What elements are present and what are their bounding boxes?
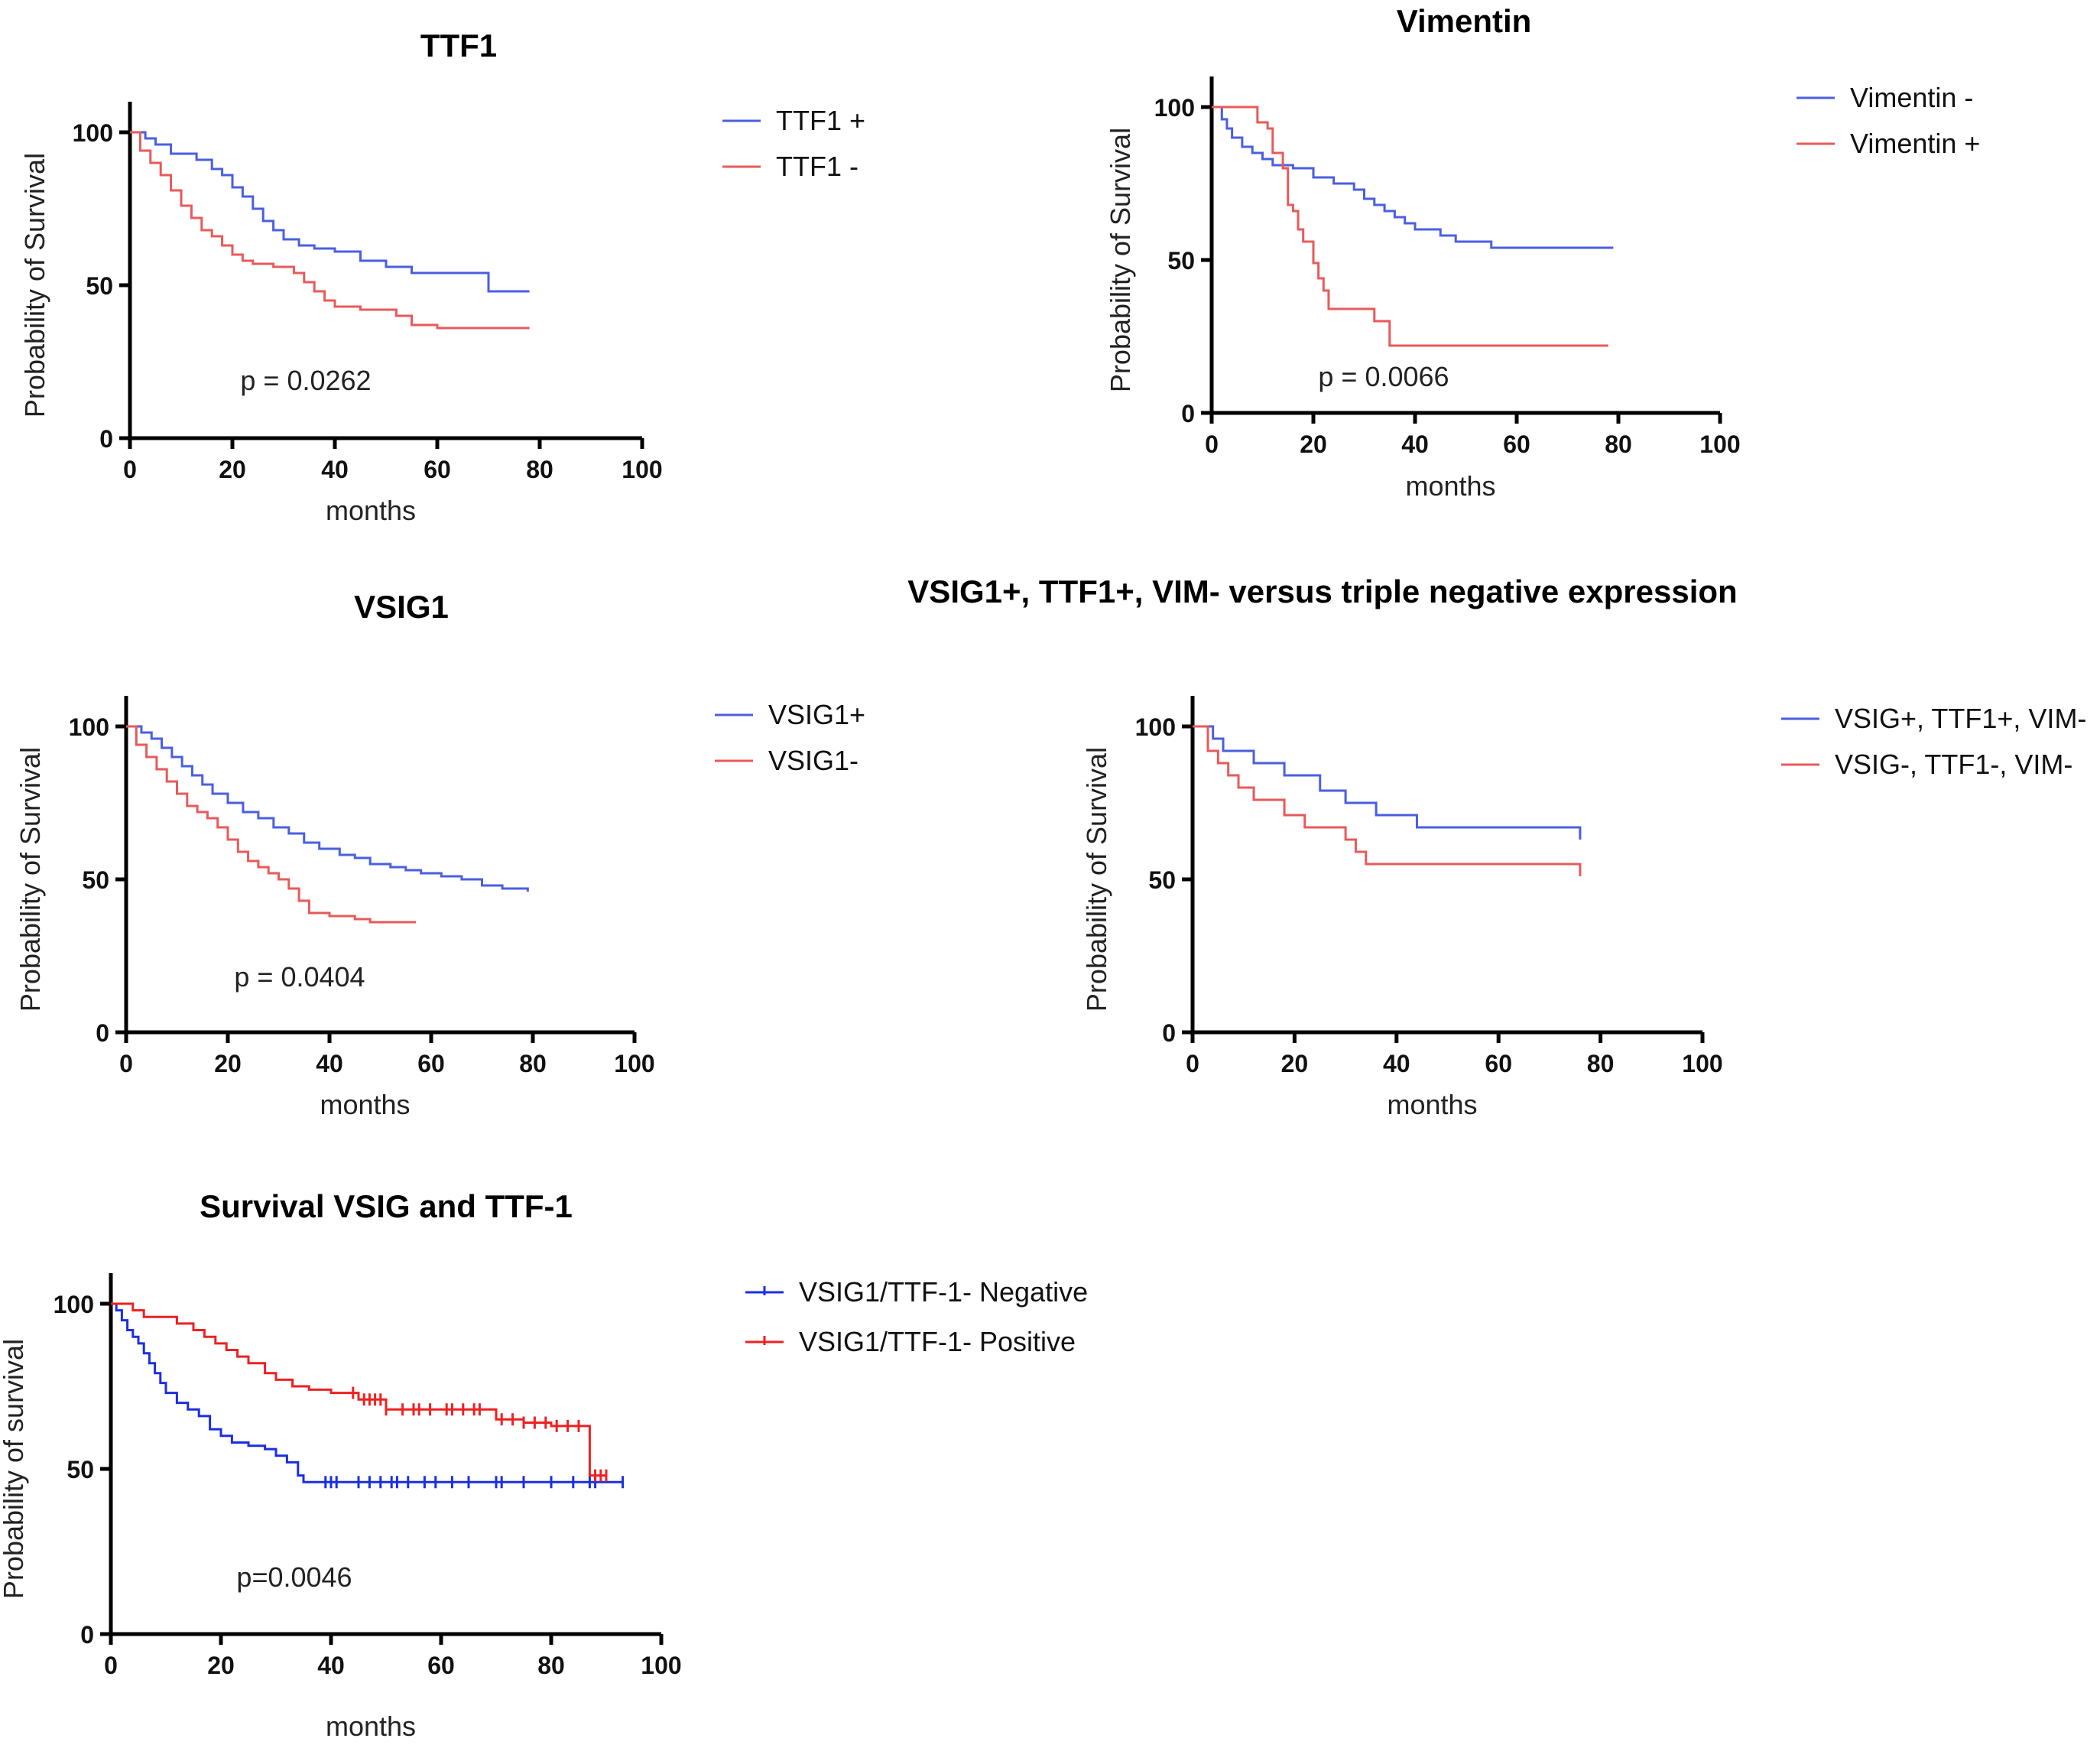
y-axis-label: Probability of Survival <box>19 153 50 418</box>
x-tick-label: 40 <box>316 1050 343 1077</box>
series-line-a <box>126 725 529 892</box>
series-line-b <box>1193 725 1582 876</box>
chart-ttf1: TTF1 0 20 40 60 80 100 0 50 100 months Probability … <box>19 28 865 526</box>
x-tick-label: 0 <box>119 1050 133 1077</box>
chart-title: VSIG1 <box>354 589 449 625</box>
legend-label: Vimentin - <box>1850 82 1973 113</box>
x-tick-label: 40 <box>321 456 349 483</box>
x-tick-label: 100 <box>1682 1050 1722 1077</box>
chart-vsig-ttf1: Survival VSIG and TTF-1 0 20 40 60 80 100 0 50 10… <box>0 1188 1088 1742</box>
y-tick-label: 50 <box>86 272 113 300</box>
x-tick-label: 0 <box>104 1652 118 1679</box>
series-line-a <box>1212 106 1614 249</box>
x-tick-label: 100 <box>622 456 662 483</box>
x-tick-label: 60 <box>424 456 451 483</box>
chart-vsig1: VSIG1 0 20 40 60 80 100 0 50 100 months Probability… <box>15 589 865 1120</box>
x-tick-label: 100 <box>641 1652 681 1679</box>
legend-label: TTF1 - <box>776 151 859 182</box>
x-axis-label: months <box>326 1711 416 1742</box>
series-line-a <box>1193 725 1582 840</box>
x-tick-label: 20 <box>1281 1050 1309 1077</box>
series-line-b <box>1212 106 1608 347</box>
legend-label: Vimentin + <box>1850 128 1980 159</box>
chart-vimentin: Vimentin 0 20 40 60 80 100 0 50 100 months Probabil… <box>1105 3 1980 502</box>
y-tick-label: 100 <box>1154 94 1195 122</box>
x-tick-label: 0 <box>1205 431 1219 458</box>
series-line-b <box>126 725 417 924</box>
y-axis-label: Probability of Survival <box>1105 128 1136 392</box>
series-line-a <box>130 131 530 293</box>
x-tick-label: 20 <box>214 1050 242 1077</box>
y-tick-label: 0 <box>1162 1019 1176 1047</box>
y-tick-label: 0 <box>1181 400 1195 427</box>
legend-label: VSIG1- <box>768 745 859 776</box>
y-axis-label: Probability of Survival <box>1081 747 1112 1012</box>
x-tick-label: 60 <box>427 1652 455 1679</box>
x-tick-label: 80 <box>519 1050 547 1077</box>
x-tick-label: 80 <box>1605 431 1632 458</box>
legend-label: VSIG1+ <box>768 699 865 730</box>
y-tick-label: 50 <box>1148 866 1176 894</box>
legend-label: VSIG1/TTF-1- Negative <box>799 1276 1088 1308</box>
series-line-b <box>130 131 530 330</box>
p-value-annotation: p = 0.0262 <box>240 365 371 396</box>
legend-label: VSIG-, TTF1-, VIM- <box>1835 749 2072 780</box>
y-tick-label: 100 <box>69 713 109 741</box>
x-tick-label: 80 <box>537 1652 565 1679</box>
y-tick-label: 100 <box>54 1291 94 1318</box>
y-tick-label: 50 <box>67 1456 94 1483</box>
x-axis-label: months <box>1405 470 1495 502</box>
y-axis-label: Probability of Survival <box>15 747 46 1012</box>
legend-label: VSIG1/TTF-1- Positive <box>799 1326 1076 1357</box>
x-tick-label: 0 <box>123 456 137 483</box>
x-tick-label: 40 <box>1401 431 1429 458</box>
series-line-a <box>111 1302 623 1483</box>
chart-triple: VSIG1+, TTF1+, VIM- versus triple negati… <box>907 573 2086 1120</box>
y-tick-label: 50 <box>1167 247 1195 275</box>
chart-title: Vimentin <box>1397 3 1532 39</box>
x-tick-label: 80 <box>1587 1050 1615 1077</box>
x-tick-label: 20 <box>219 456 246 483</box>
y-tick-label: 50 <box>82 866 109 894</box>
x-axis-label: months <box>326 495 416 526</box>
x-axis-label: months <box>320 1089 410 1120</box>
x-tick-label: 0 <box>1186 1050 1199 1077</box>
y-axis-label: Probability of survival <box>0 1339 29 1599</box>
x-tick-label: 60 <box>417 1050 445 1077</box>
chart-title: VSIG1+, TTF1+, VIM- versus triple negati… <box>907 573 1737 609</box>
legend-label: VSIG+, TTF1+, VIM- <box>1835 703 2086 734</box>
y-tick-label: 0 <box>99 425 113 453</box>
chart-title: Survival VSIG and TTF-1 <box>200 1188 573 1224</box>
chart-title: TTF1 <box>420 28 497 63</box>
x-tick-label: 20 <box>207 1652 235 1679</box>
x-tick-label: 60 <box>1485 1050 1512 1077</box>
y-tick-label: 100 <box>1135 713 1176 741</box>
x-axis-label: months <box>1387 1089 1477 1120</box>
x-tick-label: 100 <box>614 1050 654 1077</box>
legend-label: TTF1 + <box>776 105 865 136</box>
x-tick-label: 20 <box>1300 431 1327 458</box>
x-tick-label: 40 <box>1383 1050 1410 1077</box>
y-tick-label: 0 <box>80 1621 94 1649</box>
x-tick-label: 60 <box>1503 431 1530 458</box>
x-tick-label: 40 <box>317 1652 345 1679</box>
series-line-b <box>111 1302 606 1477</box>
x-tick-label: 80 <box>526 456 553 483</box>
y-tick-label: 100 <box>73 119 113 147</box>
x-tick-label: 100 <box>1699 431 1740 458</box>
p-value-annotation: p=0.0046 <box>236 1561 352 1593</box>
p-value-annotation: p = 0.0066 <box>1318 361 1449 392</box>
y-tick-label: 0 <box>96 1019 109 1047</box>
p-value-annotation: p = 0.0404 <box>234 961 365 993</box>
